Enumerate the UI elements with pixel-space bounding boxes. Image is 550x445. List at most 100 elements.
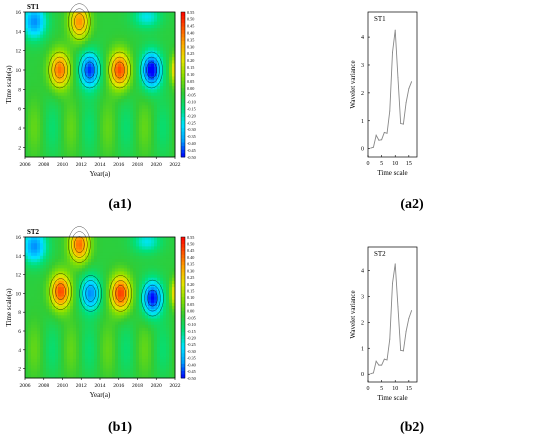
heatmap-cell [136, 318, 140, 322]
heatmap-cell [172, 66, 176, 71]
heatmap-cell [52, 321, 56, 326]
heatmap-cell [172, 70, 176, 74]
heatmap-cell [124, 265, 128, 269]
heatmap-cell [130, 318, 134, 322]
heatmap-cell [145, 331, 149, 335]
heatmap-cell [55, 79, 59, 84]
heatmap-cell [31, 343, 35, 348]
colorbar-segment [181, 244, 185, 248]
heatmap-cell [85, 371, 89, 376]
heatmap-cell [127, 262, 131, 266]
heatmap-cell [82, 144, 86, 148]
heatmap-cell [46, 12, 50, 16]
heatmap-cell [88, 140, 92, 145]
heatmap-cell [154, 262, 158, 266]
heatmap-cell [145, 121, 149, 126]
heatmap-cell [70, 331, 74, 335]
heatmap-cell [115, 362, 119, 366]
heatmap-cell [169, 346, 173, 351]
heatmap-cell [127, 343, 131, 348]
heatmap-cell [40, 118, 44, 122]
heatmap-cell [91, 312, 95, 316]
heatmap-cell [157, 89, 161, 93]
heatmap-cell [58, 352, 62, 357]
heatmap-cell [148, 115, 152, 119]
heatmap-cell [145, 305, 149, 310]
heatmap-cell [73, 255, 77, 260]
heatmap-cell [127, 150, 131, 155]
heatmap-cell [82, 66, 86, 71]
heatmap-cell [79, 312, 83, 316]
heatmap-cell [85, 89, 89, 93]
heatmap-cell [142, 324, 146, 329]
heatmap-cell [103, 284, 107, 288]
heatmap-cell [124, 352, 128, 357]
heatmap-cell [58, 44, 62, 48]
heatmap-cell [151, 57, 155, 61]
heatmap-cell [91, 41, 95, 45]
heatmap-cell [163, 240, 167, 244]
x-axis-label: Time scale [377, 169, 407, 177]
heatmap-cell [130, 368, 134, 373]
heatmap-cell [37, 243, 41, 247]
heatmap-cell [46, 302, 50, 307]
heatmap-cell [97, 321, 101, 326]
heatmap-cell [115, 340, 119, 344]
heatmap-cell [145, 243, 149, 247]
heatmap-cell [142, 140, 146, 145]
heatmap-cell [103, 349, 107, 354]
heatmap-cell [46, 89, 50, 93]
heatmap-cell [172, 262, 176, 266]
heatmap-cell [88, 105, 92, 110]
heatmap-cell [121, 140, 125, 145]
heatmap-cell [49, 371, 53, 376]
heatmap-cell [52, 309, 56, 313]
heatmap-cell [52, 147, 56, 151]
heatmap-cell [73, 327, 77, 332]
heatmap-cell [115, 12, 119, 16]
heatmap-cell [139, 302, 143, 307]
heatmap-cell [172, 99, 176, 103]
heatmap-cell [115, 249, 119, 254]
heatmap-cell [40, 102, 44, 106]
heatmap-cell [79, 18, 83, 23]
x-axis-label: Time scale [377, 394, 407, 402]
heatmap-cell [118, 337, 122, 341]
heatmap-cell [67, 147, 71, 151]
heatmap-cell [37, 362, 41, 366]
heatmap-cell [163, 309, 167, 313]
heatmap-cell [52, 82, 56, 87]
heatmap-cell [88, 368, 92, 373]
heatmap-cell [154, 34, 158, 39]
heatmap-cell [157, 327, 161, 332]
colorbar-tick-label: -0.25 [187, 120, 196, 125]
heatmap-cell [157, 249, 161, 254]
heatmap-cell [166, 302, 170, 307]
heatmap-cell [148, 150, 152, 155]
heatmap-cell [49, 352, 53, 357]
heatmap-cell [67, 340, 71, 344]
heatmap-cell [133, 371, 137, 376]
heatmap-cell [160, 246, 164, 250]
heatmap-cell [157, 137, 161, 142]
heatmap-cell [67, 359, 71, 363]
heatmap-cell [97, 115, 101, 119]
heatmap-cell [28, 343, 32, 348]
heatmap-cell [139, 246, 143, 250]
y-tick-label: 4 [361, 35, 364, 41]
heatmap-cell [34, 31, 38, 35]
heatmap-cell [166, 359, 170, 363]
heatmap-cell [34, 309, 38, 313]
heatmap-cell [61, 147, 65, 151]
heatmap-cell [40, 137, 44, 142]
heatmap-cell [73, 312, 77, 316]
heatmap-cell [55, 287, 59, 291]
heatmap-cell [85, 368, 89, 373]
heatmap-cell [100, 53, 104, 58]
heatmap-cell [112, 66, 116, 71]
heatmap-cell [154, 365, 158, 369]
heatmap-cell [130, 124, 134, 129]
heatmap-cell [34, 79, 38, 84]
heatmap-cell [25, 60, 29, 64]
heatmap-cell [55, 255, 59, 260]
